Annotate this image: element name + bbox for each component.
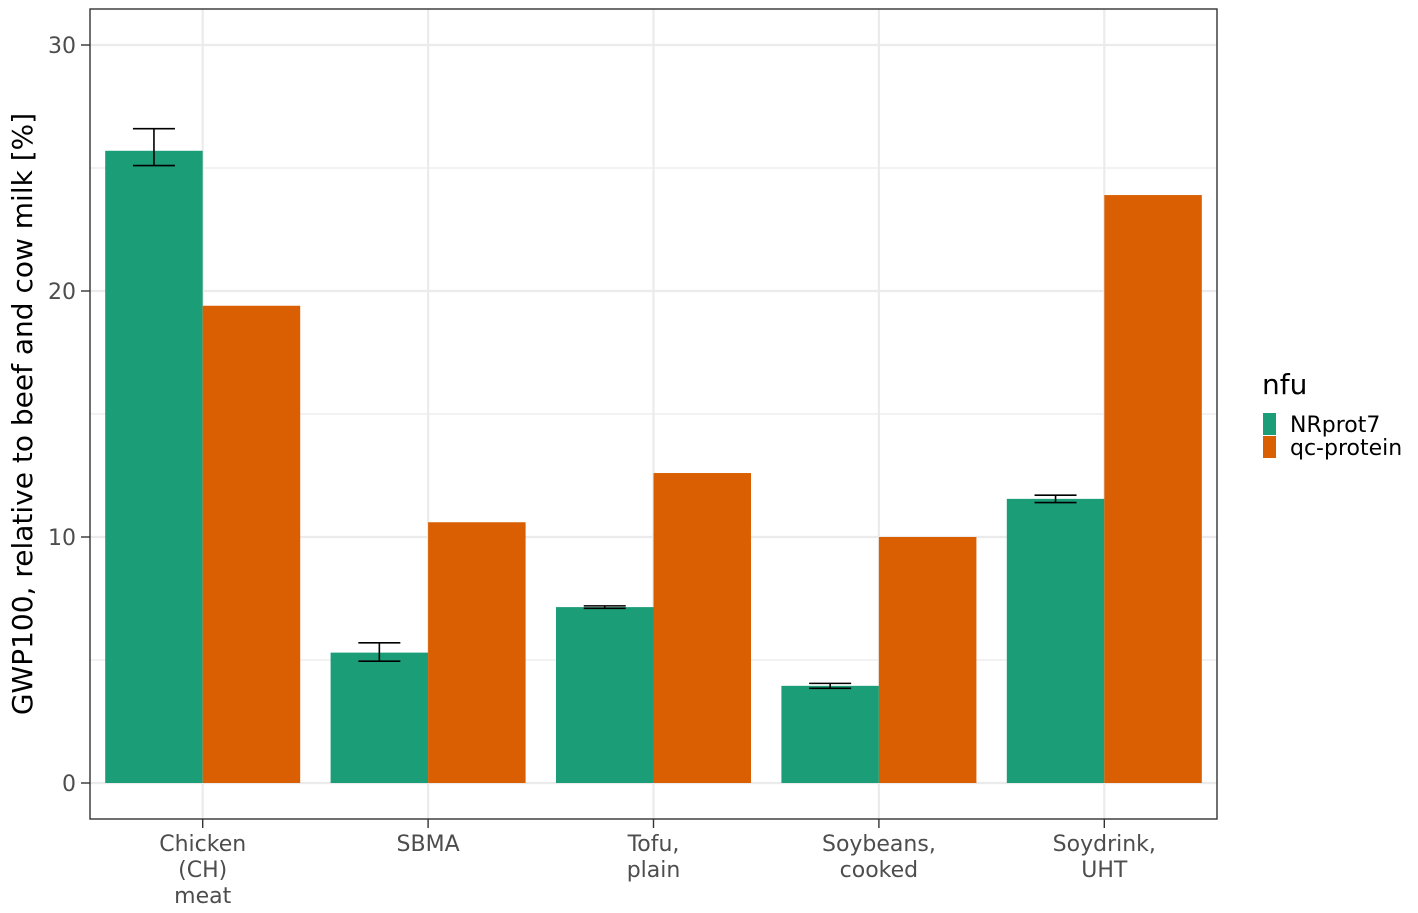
y-tick-label: 20	[48, 280, 76, 305]
bar-qc-protein	[428, 522, 526, 783]
bar-qc-protein	[653, 473, 751, 783]
legend-title: nfu	[1262, 368, 1307, 401]
x-tick-label: (CH)	[178, 858, 227, 883]
bar-nrprot7	[1006, 498, 1105, 783]
y-tick-label: 30	[48, 34, 76, 59]
legend-swatch	[1263, 413, 1276, 435]
bar-nrprot7	[781, 685, 879, 783]
bars	[105, 150, 1202, 783]
x-tick-label: UHT	[1081, 858, 1128, 883]
x-tick-label: cooked	[840, 858, 918, 883]
axes: 0 10 20 30 Chicken(CH)meat SBMA Tofu,plain Soyb…	[48, 34, 1156, 909]
legend-label: NRprot7	[1290, 413, 1380, 438]
x-tick-label: Chicken	[159, 832, 246, 857]
legend-label: qc-protein	[1290, 436, 1402, 461]
error-bars	[132, 127, 1077, 690]
y-tick-label: 10	[48, 526, 76, 551]
bar-qc-protein	[1104, 195, 1202, 783]
bar-qc-protein	[202, 305, 301, 783]
y-tick-label: 0	[62, 772, 76, 797]
x-tick-label: plain	[627, 858, 681, 883]
y-axis-title: GWP100, relative to beef and cow milk [%…	[6, 113, 39, 715]
bar-nrprot7	[105, 150, 203, 783]
x-tick-label: meat	[174, 884, 231, 909]
x-tick-label: Soybeans,	[822, 832, 936, 857]
x-tick-label: Tofu,	[627, 832, 680, 857]
legend-swatch	[1263, 436, 1276, 458]
bar-nrprot7	[556, 607, 654, 783]
x-tick-label: Soydrink,	[1053, 832, 1156, 857]
bar-qc-protein	[878, 537, 977, 783]
x-tick-label: SBMA	[397, 832, 460, 857]
bar-nrprot7	[330, 652, 429, 783]
